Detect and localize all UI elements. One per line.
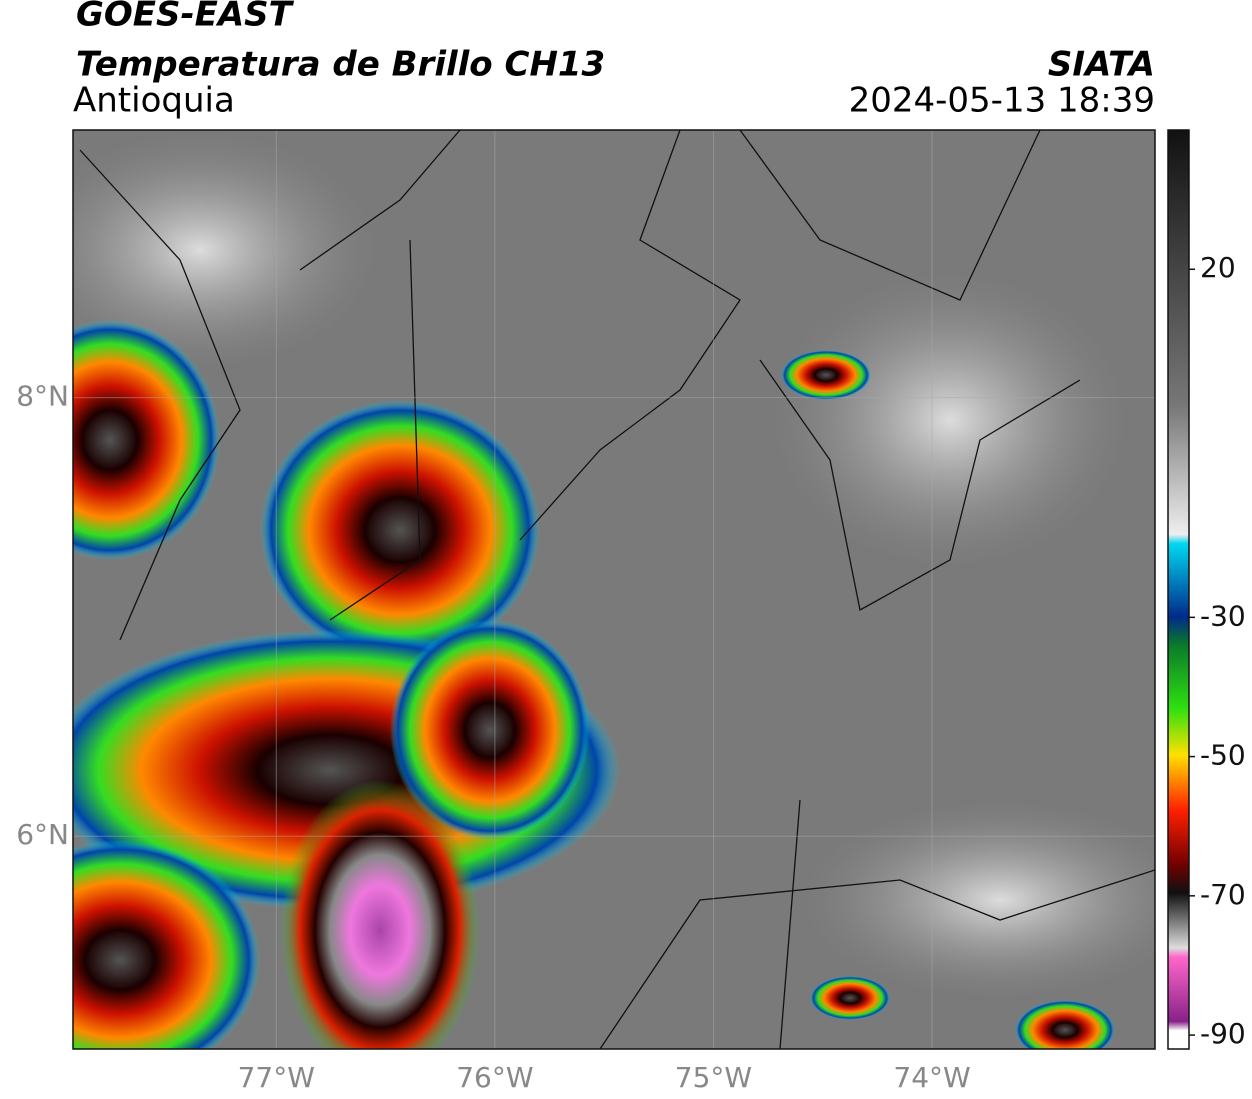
region: Antioquia: [73, 81, 235, 121]
colorbar-tick-label: -90: [1200, 1017, 1246, 1050]
satellite-image: [73, 130, 1155, 1049]
x-tick-label: 77°W: [238, 1061, 315, 1094]
y-tick-label: 8°N: [16, 380, 69, 413]
colorbar-tick-label: -30: [1200, 599, 1246, 632]
title: GOES-EAST: [76, 0, 295, 35]
subtitle: Temperatura de Brillo CH13: [76, 45, 605, 85]
map-frame: [72, 129, 1156, 1050]
x-tick-label: 74°W: [893, 1061, 970, 1094]
colorbar-tick-label: 20: [1200, 251, 1236, 284]
colorbar-tick-label: -50: [1200, 739, 1246, 772]
datetime: 2024-05-13 18:39: [849, 81, 1155, 121]
source: SIATA: [1048, 45, 1155, 85]
x-tick-label: 76°W: [456, 1061, 533, 1094]
y-tick-label: 6°N: [16, 818, 69, 851]
colorbar: [1167, 129, 1190, 1050]
colorbar-tick-label: -70: [1200, 878, 1246, 911]
x-tick-label: 75°W: [675, 1061, 752, 1094]
